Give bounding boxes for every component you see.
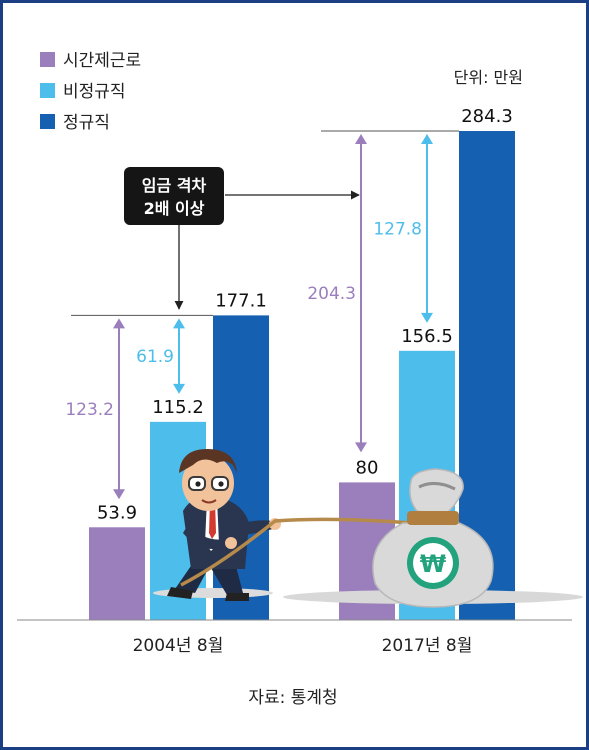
money-bag-icon: ₩ — [283, 468, 583, 608]
gap-arrow-head-top — [113, 318, 125, 329]
gap-label: 123.2 — [65, 400, 114, 420]
gap-arrow-head-bottom — [421, 312, 433, 323]
gap-arrow-head-top — [173, 318, 185, 329]
gap-arrow: 127.8 — [373, 134, 433, 323]
legend-swatch-2 — [40, 114, 55, 129]
category-label-2017: 2017년 8월 — [382, 636, 473, 656]
legend-swatch-0 — [40, 52, 55, 67]
legend-item: 시간제근로 — [40, 51, 141, 71]
gap-arrow: 204.3 — [307, 134, 367, 453]
callout-line-2: 2배 이상 — [144, 199, 205, 218]
businessman-icon — [153, 449, 281, 601]
legend-label: 시간제근로 — [63, 51, 141, 71]
value-label-2017-regular: 284.3 — [461, 106, 513, 127]
source-note: 자료: 통계청 — [248, 688, 337, 708]
legend-swatch-1 — [40, 83, 55, 98]
gap-label: 61.9 — [136, 347, 174, 367]
value-label-2004-non-regular: 115.2 — [152, 397, 204, 418]
legend-item: 정규직 — [40, 113, 110, 133]
gap-arrow-head-top — [355, 134, 367, 144]
gap-arrow-head-bottom — [355, 442, 367, 453]
legend: 시간제근로 비정규직 정규직 — [40, 51, 141, 133]
value-label-2004-regular: 177.1 — [215, 290, 267, 311]
value-labels: 53.9 115.2 177.1 80 156.5 284.3 — [97, 106, 513, 523]
gap-label: 127.8 — [373, 219, 422, 239]
bag-currency-symbol: ₩ — [420, 550, 447, 578]
gap-arrow-head-top — [421, 134, 433, 144]
wage-gap-chart: 시간제근로 비정규직 정규직 단위: 만원 53.9 115.2 1 — [17, 51, 583, 708]
gap-arrow: 123.2 — [65, 318, 125, 500]
legend-label: 비정규직 — [63, 82, 126, 102]
unit-note: 단위: 만원 — [454, 68, 523, 87]
legend-label: 정규직 — [63, 113, 110, 133]
gap-arrow: 61.9 — [136, 318, 185, 394]
gap-arrows: 123.2 61.9 204.3 127.8 — [65, 134, 433, 500]
value-label-2004-part-time: 53.9 — [97, 502, 137, 523]
gap-label: 204.3 — [307, 284, 356, 304]
callout-line-1: 임금 격차 — [142, 176, 207, 195]
callout: 임금 격차 2배 이상 — [124, 167, 360, 310]
callout-box — [124, 167, 224, 225]
gap-arrow-head-bottom — [173, 383, 185, 394]
bar-2004-part-time — [89, 527, 145, 620]
legend-item: 비정규직 — [40, 82, 126, 102]
value-label-2017-part-time: 80 — [356, 457, 379, 478]
gap-arrow-head-bottom — [113, 489, 125, 500]
category-label-2004: 2004년 8월 — [133, 636, 224, 656]
value-label-2017-non-regular: 156.5 — [401, 326, 453, 347]
